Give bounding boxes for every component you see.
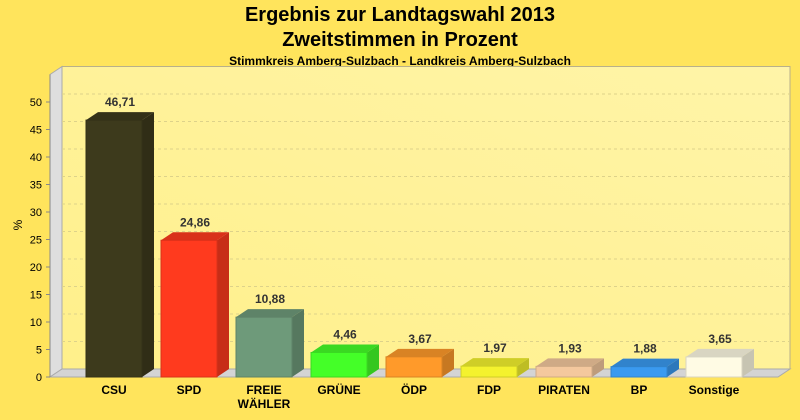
x-tick-label: BP xyxy=(631,383,648,397)
x-tick-label: Sonstige xyxy=(689,383,740,397)
y-tick-label: 20 xyxy=(30,262,42,274)
x-tick-label: FDP xyxy=(477,383,501,397)
y-tick-label: 35 xyxy=(30,180,42,192)
bar-top xyxy=(236,309,304,318)
bar-top xyxy=(311,344,379,353)
data-label: 46,71 xyxy=(105,95,135,109)
bar-side xyxy=(667,358,679,377)
bar-ödp xyxy=(385,356,443,378)
data-label: 10,88 xyxy=(255,292,285,306)
bar-side xyxy=(217,232,229,377)
bar-top xyxy=(611,358,679,367)
bar-side xyxy=(367,344,379,377)
y-tick-label: 45 xyxy=(30,125,42,137)
x-tick-label: SPD xyxy=(177,383,202,397)
y-tick-label: 0 xyxy=(36,372,42,384)
y-tick-label: 10 xyxy=(30,317,42,329)
x-tick-label: GRÜNE xyxy=(317,382,360,397)
x-tick-label: WÄHLER xyxy=(238,396,291,411)
bar-top xyxy=(686,348,754,357)
bar-side xyxy=(517,358,529,377)
bar-top xyxy=(461,358,529,367)
bar-top xyxy=(161,232,229,241)
bar-grüne xyxy=(310,351,368,378)
chart-title: Ergebnis zur Landtagswahl 2013 xyxy=(244,4,556,26)
y-tick-label: 40 xyxy=(30,152,42,164)
y-tick-label: 50 xyxy=(30,97,42,109)
bar-piraten xyxy=(535,365,593,378)
x-tick-label: ÖDP xyxy=(401,382,427,397)
bar-sonstige xyxy=(685,356,743,378)
data-label: 1,93 xyxy=(558,341,582,355)
bar-bp xyxy=(610,366,668,378)
bar-csu xyxy=(85,119,143,378)
bar-top xyxy=(536,358,604,367)
data-label: 4,46 xyxy=(333,327,357,341)
bar-fdp xyxy=(460,365,518,378)
chart-subtitle: Zweitstimmen in Prozent xyxy=(282,29,518,51)
data-label: 24,86 xyxy=(180,215,210,229)
data-label: 1,88 xyxy=(633,342,657,356)
left-wall xyxy=(49,65,63,378)
bar-side xyxy=(292,309,304,377)
bar-side xyxy=(742,348,754,377)
bar-side xyxy=(442,348,454,377)
y-tick-label: 15 xyxy=(30,290,42,302)
bar-side xyxy=(592,358,604,377)
x-tick-label: PIRATEN xyxy=(538,383,590,397)
y-axis-label: % xyxy=(11,219,25,230)
data-label: 3,67 xyxy=(408,332,432,346)
chart-subsubtitle: Stimmkreis Amberg-Sulzbach - Landkreis A… xyxy=(229,54,571,68)
data-label: 1,97 xyxy=(483,341,507,355)
y-tick-label: 30 xyxy=(30,207,42,219)
y-tick-label: 5 xyxy=(36,345,42,357)
y-tick-label: 25 xyxy=(30,235,42,247)
bar-top xyxy=(386,348,454,357)
bar-spd xyxy=(160,239,218,378)
x-tick-label: CSU xyxy=(101,383,126,397)
bar-side xyxy=(142,112,154,377)
data-label: 3,65 xyxy=(708,332,732,346)
bar-top xyxy=(86,112,154,121)
x-tick-label: FREIE xyxy=(246,383,281,397)
bar-freie wähler xyxy=(235,316,293,378)
